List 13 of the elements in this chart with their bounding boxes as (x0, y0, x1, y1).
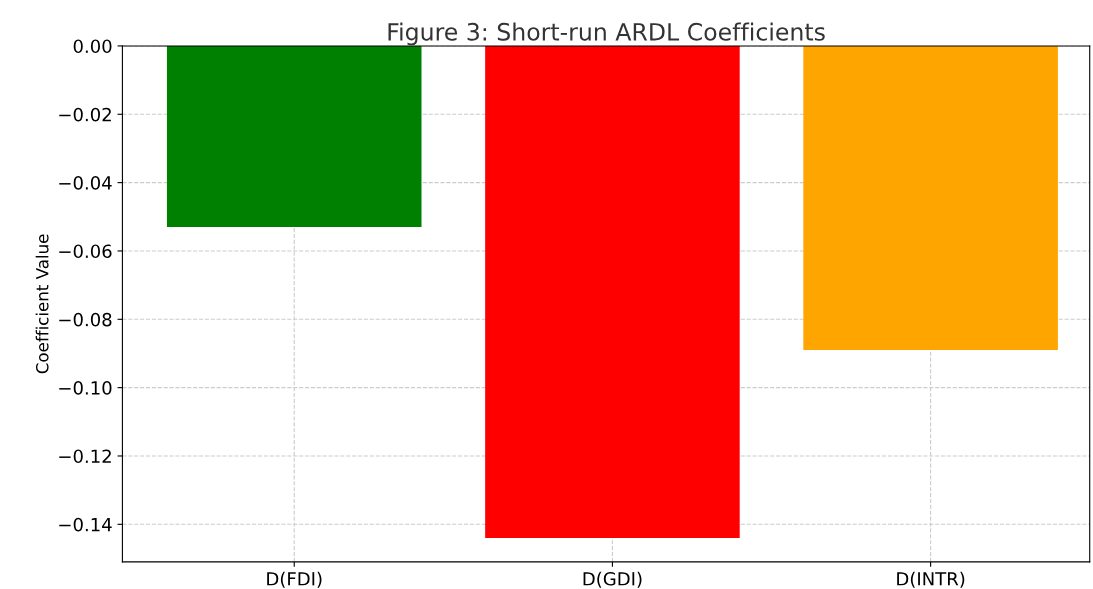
chart-title: Figure 3: Short-run ARDL Coefficients (388, 22, 825, 46)
y-axis-title: Coefficient Value (35, 234, 49, 374)
y-tick-label: 0.00 (73, 39, 112, 54)
y-tick-label: −0.14 (59, 517, 112, 532)
y-tick-label: −0.04 (59, 176, 112, 190)
y-tick-label: −0.08 (59, 312, 112, 327)
x-tick-label: D(GDI) (583, 571, 642, 588)
y-tick-label: −0.10 (59, 381, 112, 395)
y-tick-label: −0.06 (59, 244, 112, 259)
x-tick-label: D(FDI) (267, 571, 322, 588)
y-tick-label: −0.12 (59, 449, 111, 464)
x-tick-label: D(INTR) (897, 571, 965, 588)
y-tick-label: −0.02 (59, 107, 111, 122)
